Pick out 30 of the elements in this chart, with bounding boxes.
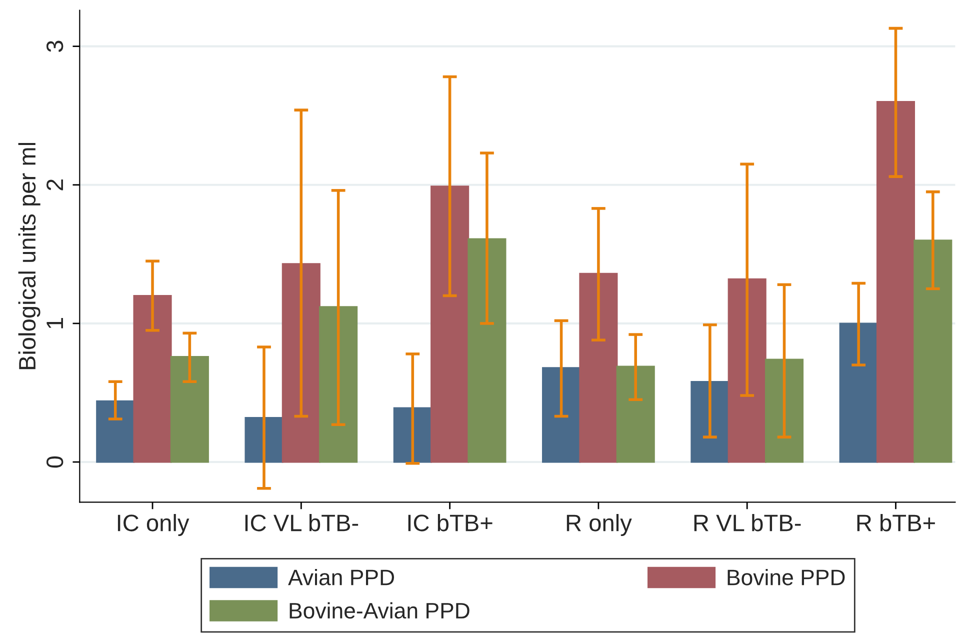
legend-label: Bovine PPD [728,569,845,586]
bar [542,367,581,463]
x-tick-label: IC only [118,514,190,536]
legend-label: Avian PPD [288,569,394,586]
bar [728,278,766,463]
y-tick-label: 3 [46,40,64,52]
bar [96,400,135,463]
y-axis-title: Biological units per ml [18,142,40,370]
x-tick-label: R VL bTB- [694,514,801,532]
bar [876,101,916,463]
bar [319,306,358,463]
y-tick-label: 1 [46,318,63,328]
bar [690,380,730,463]
legend-label: Bovine-Avian PPD [290,602,470,619]
x-tick-label: IC VL bTB- [245,514,358,532]
y-tick-label: 0 [46,456,64,468]
bar [430,186,470,463]
bar [914,240,952,463]
bar [764,358,804,463]
bar [170,356,209,463]
bar [133,295,172,463]
bar [839,322,878,463]
bar [282,263,320,463]
bar [579,272,618,463]
x-tick-label: IC bTB+ [408,514,492,532]
x-tick-label: R bTB+ [857,514,935,532]
y-tick-label: 2 [46,179,63,190]
x-tick-label: R only [566,514,632,536]
bar [468,238,506,463]
bar [616,366,655,463]
